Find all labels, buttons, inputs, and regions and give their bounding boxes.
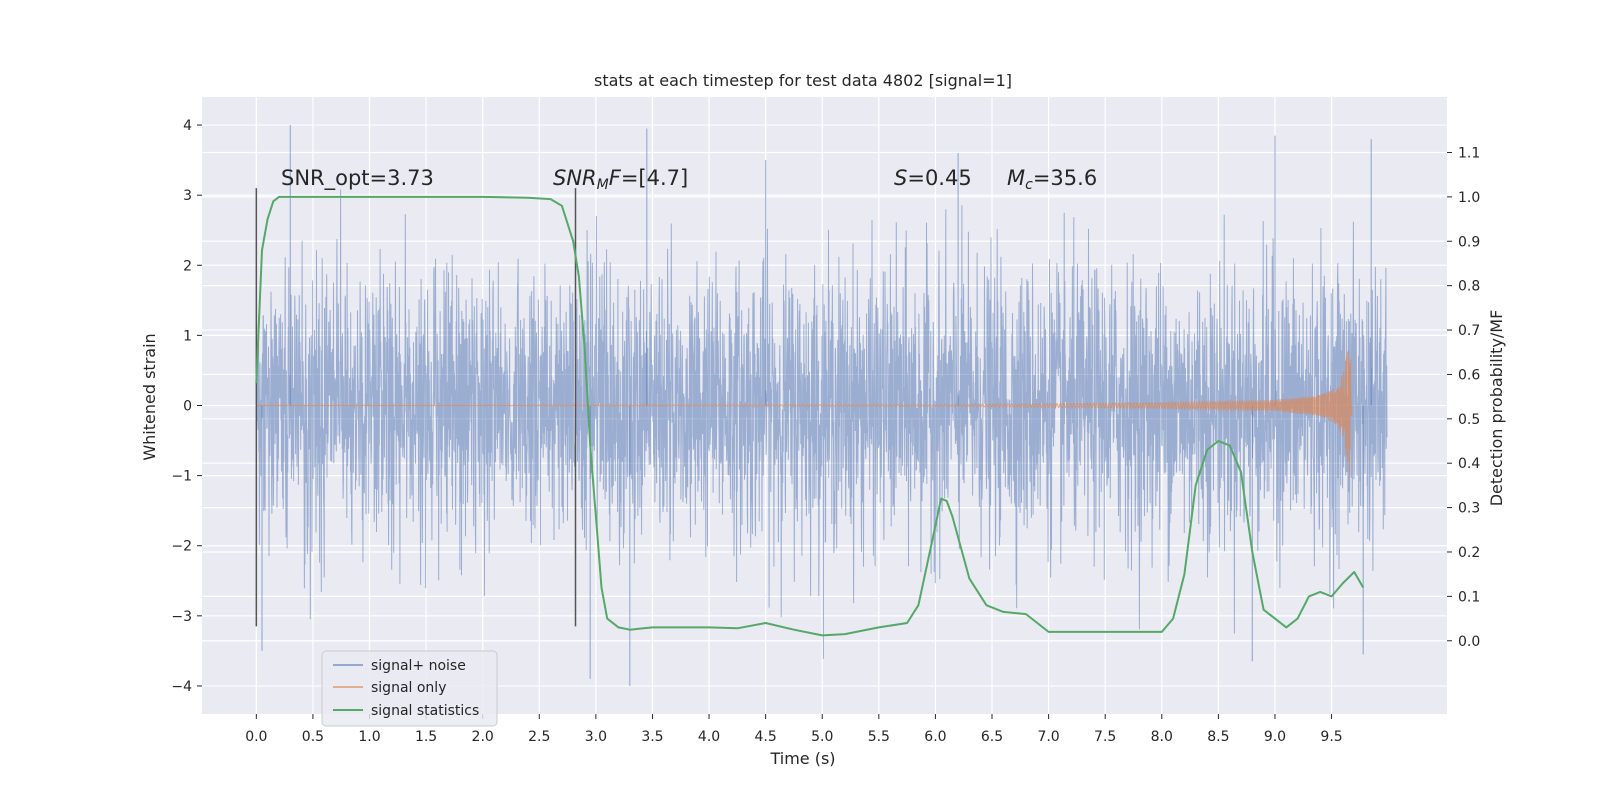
y-tick-label: 0 — [183, 399, 192, 415]
y-tick-label: −1 — [171, 469, 192, 485]
legend-box — [321, 650, 498, 727]
x-tick-label: 8.5 — [1207, 729, 1229, 745]
y2-tick-label: 0.5 — [1458, 412, 1480, 428]
x-tick-label: 2.5 — [528, 729, 550, 745]
x-tick-label: 7.0 — [1037, 729, 1059, 745]
y2-tick-label: 1.0 — [1458, 190, 1480, 206]
y2-tick-label: 0.8 — [1458, 279, 1480, 295]
signal-only-line — [256, 349, 1353, 477]
x-tick-label: 6.0 — [924, 729, 946, 745]
y-tick-label: 3 — [183, 188, 192, 204]
x-tick-label: 3.5 — [641, 729, 663, 745]
annotation-s-value: S=0.45 — [894, 166, 972, 190]
x-tick-label: 8.0 — [1151, 729, 1173, 745]
y2-tick-label: 0.0 — [1458, 634, 1480, 650]
y-tick-label: 2 — [183, 258, 192, 274]
signal-statistics-series — [255, 195, 1365, 637]
y2-axis-label: Detection probability/MF — [1487, 310, 1506, 507]
x-tick-label: 5.5 — [868, 729, 890, 745]
y-tick-label: 1 — [183, 328, 192, 344]
x-tick-label: 3.0 — [585, 729, 607, 745]
legend-label-signal-only: signal only — [371, 680, 446, 696]
x-tick-label: 1.0 — [358, 729, 380, 745]
y2-tick-label: 0.3 — [1458, 501, 1480, 517]
x-tick-label: 4.0 — [698, 729, 720, 745]
x-tick-label: 7.5 — [1094, 729, 1116, 745]
annotation-snr-mf-sub: M — [597, 177, 609, 193]
x-tick-label: 1.5 — [415, 729, 437, 745]
x-tick-label: 0.5 — [302, 729, 324, 745]
annotation-snr-mf: SNRMF=[4.7] — [553, 166, 688, 193]
y2-tick-label: 0.9 — [1458, 234, 1480, 250]
signal-statistics-line — [255, 195, 1365, 637]
y2-tick-label: 0.7 — [1458, 323, 1480, 339]
x-tick-label: 0.0 — [245, 729, 267, 745]
y-tick-label: −2 — [171, 539, 192, 555]
chart-title: stats at each timestep for test data 480… — [594, 71, 1012, 90]
y2-tick-label: 0.2 — [1458, 545, 1480, 561]
signal-only-series — [256, 349, 1353, 477]
x-tick-label: 9.0 — [1264, 729, 1286, 745]
y-tick-label: −3 — [171, 609, 192, 625]
y2-tick-label: 0.4 — [1458, 456, 1480, 472]
y-axis-label: Whitened strain — [140, 333, 159, 460]
annotation-snr-mf-rest: F=[4.7] — [609, 166, 688, 190]
annotation-snr-opt: SNR_opt=3.73 — [281, 166, 434, 191]
annotation-mc-value: Mc=35.6 — [1007, 166, 1097, 193]
x-axis-label: Time (s) — [769, 749, 835, 768]
x-tick-label: 9.5 — [1320, 729, 1342, 745]
annotation-snr-mf-base: SNR — [553, 166, 597, 190]
y-axis-left-ticks: −4 −3 −2 −1 0 1 2 3 4 — [171, 118, 202, 695]
x-tick-label: 2.0 — [472, 729, 494, 745]
x-tick-label: 5.0 — [811, 729, 833, 745]
y2-tick-label: 0.6 — [1458, 367, 1480, 383]
y-axis-right-ticks: 0.0 0.1 0.2 0.3 0.4 0.5 0.6 0.7 0.8 0.9 1.0 1.1 — [1447, 145, 1480, 650]
y2-tick-label: 1.1 — [1458, 145, 1480, 161]
legend-label-signal-statistics: signal statistics — [371, 703, 479, 719]
x-tick-label: 4.5 — [755, 729, 777, 745]
signal-noise-series — [255, 125, 1388, 686]
signal-noise-line — [255, 189, 1388, 659]
x-axis-ticks: 0.0 0.5 1.0 1.5 2.0 2.5 3.0 3.5 4.0 4.5 5.0 5.5 6.0 6… — [245, 714, 1343, 745]
legend: signal+ noise signal only signal statist… — [321, 650, 498, 727]
signal-noise-extremes — [261, 125, 1372, 686]
legend-label-signal-noise: signal+ noise — [371, 658, 466, 674]
y-tick-label: 4 — [183, 118, 192, 134]
x-tick-label: 6.5 — [981, 729, 1003, 745]
y-tick-label: −4 — [171, 679, 192, 695]
y2-tick-label: 0.1 — [1458, 589, 1480, 605]
